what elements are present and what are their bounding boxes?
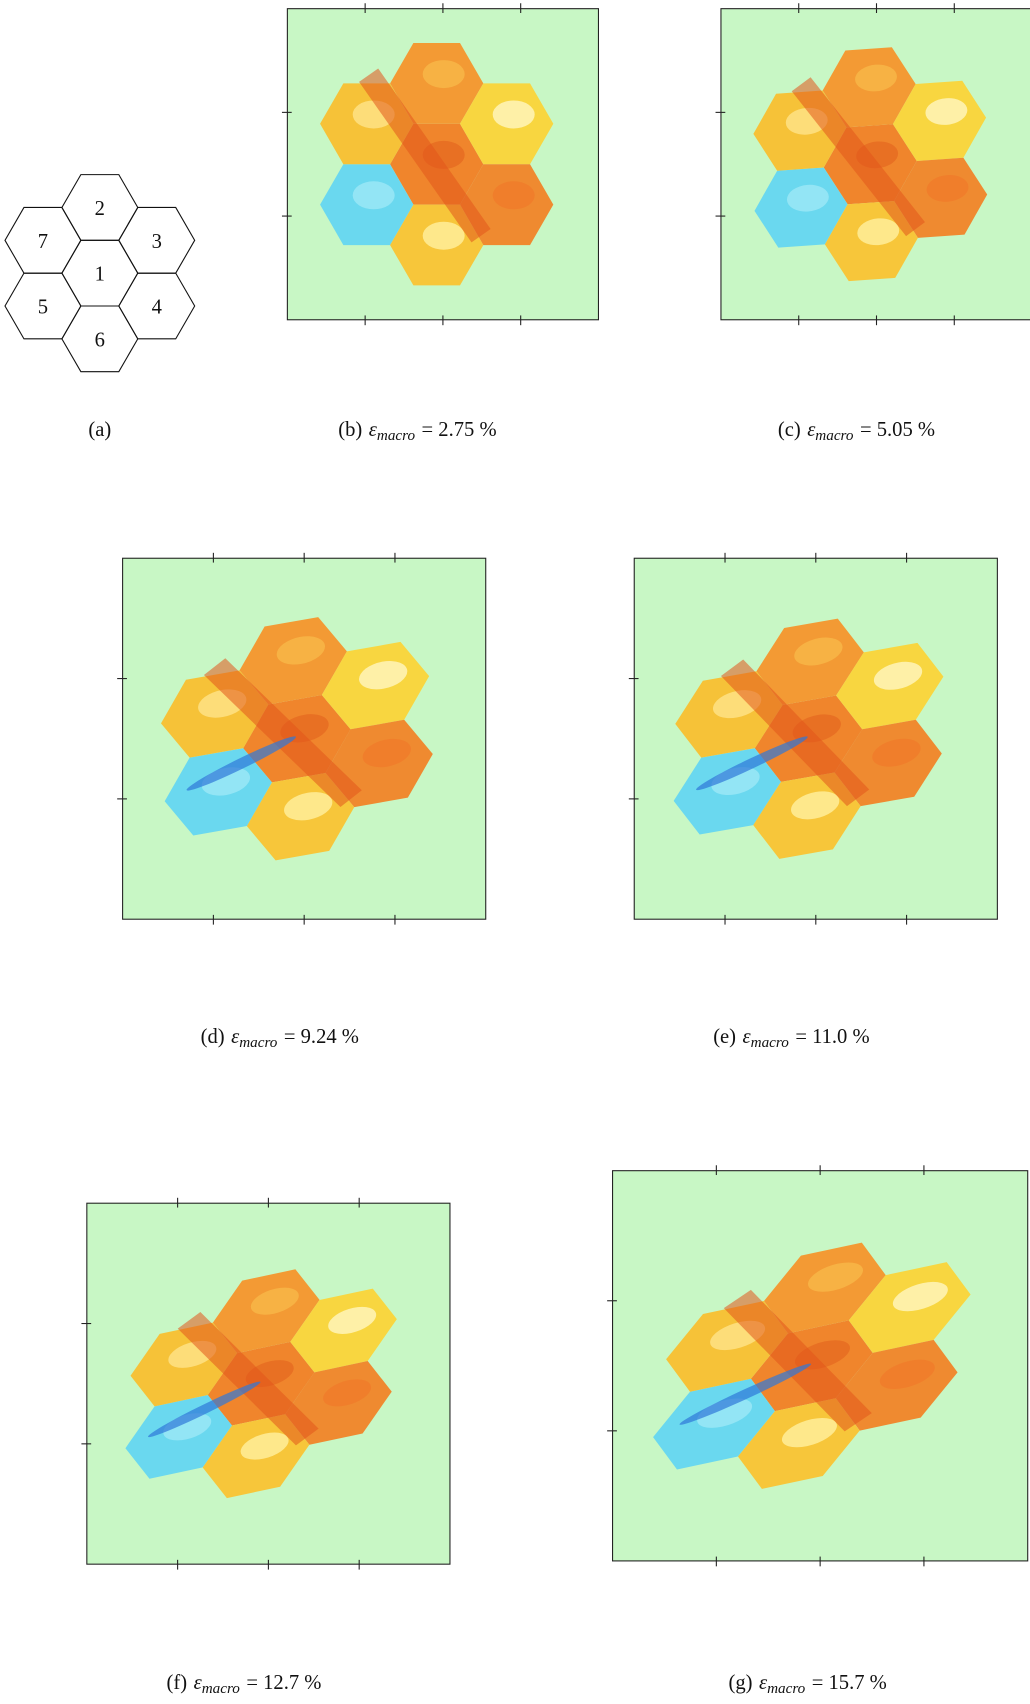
strain-patch xyxy=(879,1359,935,1390)
grain-label: 7 xyxy=(38,231,48,253)
caption-label: (a) xyxy=(88,419,111,441)
caption-subscript: macro xyxy=(767,1680,806,1697)
caption-relation: = 2.75 % xyxy=(422,419,497,441)
strain-patch xyxy=(791,791,840,820)
grain-cluster xyxy=(125,1269,397,1499)
caption-label: (c) xyxy=(778,419,801,441)
shear-band xyxy=(720,659,870,807)
grain-label: 1 xyxy=(95,264,105,286)
caption: (g) εmacro = 15.7 % xyxy=(728,1672,886,1697)
compression-band xyxy=(147,1381,261,1438)
strain-patch xyxy=(857,218,900,246)
grain-cluster xyxy=(673,618,944,859)
strain-patch xyxy=(276,636,326,665)
caption-relation: = 12.7 % xyxy=(246,1672,321,1694)
grain-cluster xyxy=(753,47,988,282)
strain-map xyxy=(607,1165,1029,1567)
shear-band xyxy=(203,658,362,808)
strain-map xyxy=(281,3,600,326)
grain-label: 4 xyxy=(152,297,162,319)
strain-patch xyxy=(925,98,968,125)
grain-label: 6 xyxy=(95,329,105,351)
strain-patch xyxy=(352,181,395,210)
compression-band xyxy=(679,1363,812,1425)
strain-patch xyxy=(250,1287,299,1315)
strain-patch xyxy=(855,64,897,92)
grain-outline xyxy=(61,305,139,373)
grain-cluster xyxy=(653,1242,971,1489)
strain-patch xyxy=(284,792,333,821)
caption-variable: ε xyxy=(194,1672,203,1694)
grain-diagram: 1 2 3 4 5 6 7 xyxy=(4,174,196,373)
caption-label: (e) xyxy=(713,1026,736,1048)
strain-map xyxy=(117,552,487,925)
caption-label: (f) xyxy=(167,1672,188,1694)
caption-subscript: macro xyxy=(202,1680,241,1697)
strain-map xyxy=(628,552,998,925)
grain-label: 5 xyxy=(38,297,48,319)
compression-band xyxy=(696,736,808,791)
caption-variable: ε xyxy=(369,419,378,441)
strain-patch xyxy=(422,221,465,250)
strain-patch xyxy=(492,181,535,210)
grain-cluster xyxy=(160,617,433,861)
caption-variable: ε xyxy=(807,419,816,441)
strain-patch xyxy=(359,661,408,690)
strain-map xyxy=(715,3,1030,326)
caption: (b) εmacro = 2.75 % xyxy=(338,419,496,444)
caption: (e) εmacro = 11.0 % xyxy=(713,1026,869,1051)
caption-variable: ε xyxy=(743,1026,752,1048)
caption-label: (b) xyxy=(338,419,362,441)
strain-patch xyxy=(422,60,465,89)
strain-patch xyxy=(892,1281,948,1312)
caption-subscript: macro xyxy=(239,1034,278,1051)
strain-patch xyxy=(873,661,923,690)
strain-patch xyxy=(786,184,829,212)
strain-patch xyxy=(926,175,969,202)
grain-outline xyxy=(4,206,82,274)
shear-band xyxy=(359,68,491,243)
shear-band xyxy=(177,1312,319,1446)
caption-relation: = 15.7 % xyxy=(812,1672,887,1694)
strain-map xyxy=(81,1197,451,1570)
caption-label: (d) xyxy=(201,1026,225,1048)
caption: (d) εmacro = 9.24 % xyxy=(201,1026,359,1051)
strain-patch xyxy=(807,1262,863,1292)
caption: (c) εmacro = 5.05 % xyxy=(778,419,935,444)
caption-subscript: macro xyxy=(815,427,854,444)
caption-relation: = 11.0 % xyxy=(795,1026,869,1048)
compression-band xyxy=(186,736,296,791)
strain-patch xyxy=(794,637,843,666)
strain-patch xyxy=(781,1417,837,1448)
strain-patch xyxy=(323,1379,372,1407)
strain-patch xyxy=(872,738,921,767)
caption-subscript: macro xyxy=(751,1034,790,1051)
caption-variable: ε xyxy=(759,1672,768,1694)
strain-patch xyxy=(240,1432,289,1460)
grain-cluster xyxy=(320,43,554,286)
grain-label: 3 xyxy=(152,231,162,253)
caption-label: (g) xyxy=(728,1672,752,1694)
strain-patch xyxy=(492,100,535,129)
caption-variable: ε xyxy=(231,1026,240,1048)
strain-patch xyxy=(328,1306,377,1334)
shear-band xyxy=(791,77,925,237)
strain-patch xyxy=(362,738,411,768)
caption-relation: = 9.24 % xyxy=(284,1026,359,1048)
grain-label: 2 xyxy=(95,198,105,220)
caption-relation: = 5.05 % xyxy=(860,419,935,441)
shear-band xyxy=(723,1289,872,1432)
caption: (f) εmacro = 12.7 % xyxy=(167,1672,322,1697)
caption-subscript: macro xyxy=(377,427,416,444)
